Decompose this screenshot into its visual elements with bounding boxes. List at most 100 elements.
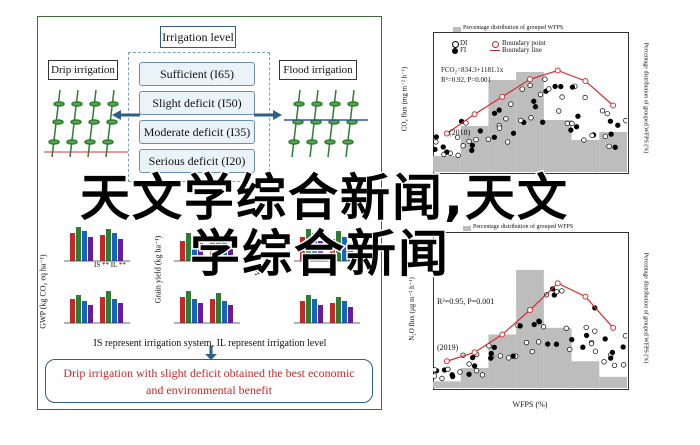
scatter-point [433,367,438,373]
scatter-point [503,116,509,122]
scatter-point [496,107,502,113]
wfps-bar-4 [543,327,572,388]
scatter-point [455,152,461,158]
overlay-title-line-2: 学综合新闻 [189,225,450,284]
mini-bars-group-1 [64,227,130,324]
scatter-point [564,120,570,127]
scatter-point [466,371,472,377]
scatter-point [604,110,610,117]
boundary-point-6 [610,102,617,109]
scatter-point [602,336,608,342]
wfps-bar-0 [433,381,461,388]
scatter-point [433,146,438,153]
drip-plants-illustration [44,89,128,158]
level-sufficient: Sufficient (I65) [139,62,255,86]
scatter-point [553,341,560,347]
scatter-point [567,346,573,353]
boundary-point-0 [443,130,450,137]
scatter-point [592,328,598,334]
top-ylabel: CO₂ flux (mg m⁻² h⁻¹) [400,66,409,132]
scatter-point [573,124,580,130]
scatter-point [531,98,537,104]
mini-bars-group-2 [174,233,240,324]
top-r2: R²=0.92, P=0.001 [441,76,492,84]
wfps-bar-3 [516,269,544,388]
significance-note: IS ** IL ** [94,261,126,269]
scatter-point [536,318,542,324]
scatter-point [609,349,616,356]
scatter-point [532,104,539,110]
scatter-point [552,83,558,90]
scatter-point [608,131,614,137]
scatter-point [469,142,476,148]
scatter-point [528,115,534,121]
scatter-point [602,133,608,140]
bottom-ylabel: N₂O flux (µg m⁻² h⁻¹) [407,277,416,341]
scatter-point [531,321,537,328]
top-legend-bar: Percentage distribution of grouped WFPS [463,25,564,31]
scatter-point [569,84,576,90]
scatter-point [540,119,546,125]
scatter-point [606,143,612,150]
wfps-bar-5 [571,140,600,172]
left-figure-frame [37,16,382,410]
scatter-point [496,125,503,131]
scatter-point [510,353,516,359]
overlay-title-line-1: 天文学综合新闻,天文 [79,169,569,228]
level-moderate-deficit: Moderate deficit (I35) [139,120,255,144]
scatter-point [558,83,564,90]
scatter-point [559,288,565,294]
scatter-point [469,354,476,361]
scatter-point [444,149,450,155]
mini-bars [64,227,360,324]
conclusion-box: Drip irrigation with slight deficit obta… [45,359,373,403]
scatter-point [611,362,618,369]
boundary-point-1 [471,349,478,356]
scatter-point [491,134,498,140]
bottom-y2label: Percentage distribution of grouped WFPS … [642,252,649,364]
scatter-point [519,86,525,92]
wfps-bar-1 [460,126,489,172]
scatter-point [491,344,497,351]
boundary-point-6 [610,324,617,331]
boundary-point-3 [527,307,533,313]
top-legend-di-marker [452,41,459,48]
scatter-point [485,136,492,142]
wfps-bar-5 [571,361,600,388]
scatter-point [599,108,606,114]
top-legend-fi-marker [452,48,458,54]
flood-plants-illustration [284,89,368,158]
scatter-point [559,94,565,100]
boundary-point-2 [499,331,506,338]
level-slight-deficit: Slight deficit (I50) [139,91,255,115]
scatter-point [469,147,475,154]
scatter-point [473,136,479,143]
gwp-axis-label: GWP (kg CO₂ eq ha⁻¹) [38,254,48,329]
scatter-point [510,130,517,136]
bottom-xlabel: WFPS (%) [512,400,548,409]
top-year-label: (2018) [449,128,471,137]
scatter-point [466,138,472,145]
scatter-point [517,323,523,329]
scatter-point [556,108,562,114]
boundary-point-3 [527,76,533,83]
scatter-point [518,117,524,124]
level-arrows [112,110,282,120]
boundary-point-5 [582,293,589,300]
boundary-point-0 [443,358,450,365]
scatter-point [529,348,535,355]
legend-line: IS represent irrigation system, IL repre… [93,337,327,349]
level-serious-deficit: Serious deficit (I20) [139,149,255,173]
scatter-point [457,369,463,375]
top-legend-fi: FI [460,46,467,54]
wfps-bar-6 [599,132,627,172]
scatter-point [540,324,547,330]
wfps-bar-4 [543,120,572,172]
drip-irrigation-label: Drip irrigation [48,60,118,80]
scatter-point [449,372,455,378]
scatter-point [568,127,574,133]
bottom-legend-bar: Percentage distribution of grouped WFPS [473,224,574,230]
scatter-point [473,368,480,374]
top-legend-boundary-point-marker [492,41,499,48]
scatter-point [581,137,587,143]
